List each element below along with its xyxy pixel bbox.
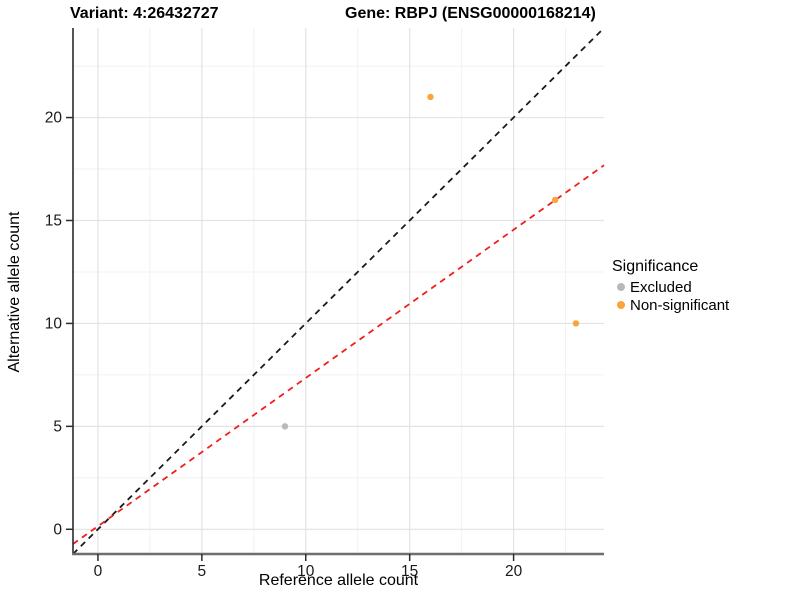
- y-tick-label: 15: [45, 212, 62, 229]
- data-point-excluded: [281, 423, 289, 430]
- x-tick-label: 20: [505, 563, 523, 580]
- data-point-non-significant: [427, 93, 434, 101]
- legend-label-non-significant: Non-significant: [630, 296, 730, 314]
- x-tick-label: 10: [297, 563, 315, 580]
- legend-label-excluded: Excluded: [630, 278, 692, 296]
- x-tick-label: 15: [401, 563, 418, 580]
- plot-title-gene: Gene: RBPJ (ENSG00000168214): [345, 5, 596, 22]
- y-tick-label: 0: [53, 521, 62, 538]
- legend-item-non-significant: Non-significant: [612, 296, 729, 314]
- data-point-non-significant: [572, 320, 580, 327]
- identity-line: [72, 27, 605, 555]
- legend: Significance Excluded Non-significant: [612, 258, 729, 314]
- data-point-non-significant: [551, 196, 559, 204]
- legend-items: Excluded Non-significant: [612, 278, 729, 314]
- legend-item-excluded: Excluded: [612, 278, 729, 296]
- y-tick-label: 20: [45, 110, 63, 127]
- x-tick-label: 0: [94, 563, 103, 580]
- legend-dot-non-significant: [617, 301, 625, 309]
- y-axis-title: Alternative allele count: [6, 211, 23, 373]
- legend-dot-excluded: [617, 283, 625, 291]
- x-axis-title: Reference allele count: [258, 572, 419, 589]
- plot-title-variant: Variant: 4:26432727: [70, 5, 219, 22]
- y-tick-label: 10: [45, 315, 63, 332]
- y-tick-label: 5: [53, 418, 62, 435]
- legend-title: Significance: [612, 258, 699, 275]
- x-tick-label: 5: [198, 563, 207, 580]
- fit-line: [72, 164, 605, 545]
